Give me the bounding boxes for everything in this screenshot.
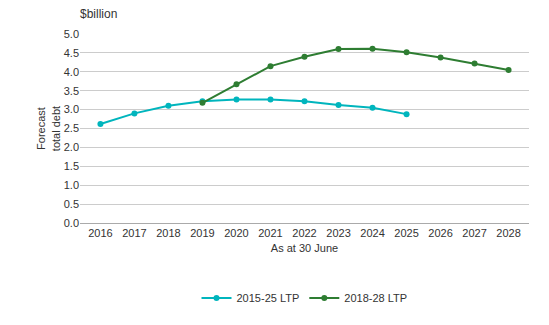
svg-text:2018: 2018 (156, 227, 180, 239)
svg-text:2.5: 2.5 (64, 122, 79, 134)
svg-text:2020: 2020 (224, 227, 248, 239)
svg-text:4.0: 4.0 (64, 66, 79, 78)
svg-text:3.5: 3.5 (64, 85, 79, 97)
svg-text:As at 30 June: As at 30 June (271, 242, 338, 254)
svg-text:2022: 2022 (292, 227, 316, 239)
svg-text:1.5: 1.5 (64, 160, 79, 172)
svg-text:0.5: 0.5 (64, 198, 79, 210)
svg-text:2026: 2026 (428, 227, 452, 239)
svg-text:1.0: 1.0 (64, 179, 79, 191)
svg-text:2028: 2028 (496, 227, 520, 239)
svg-text:2023: 2023 (326, 227, 350, 239)
svg-text:2024: 2024 (360, 227, 384, 239)
svg-text:2017: 2017 (122, 227, 146, 239)
svg-text:2.0: 2.0 (64, 141, 79, 153)
svg-text:4.5: 4.5 (64, 47, 79, 59)
svg-text:2019: 2019 (190, 227, 214, 239)
svg-text:Forecasttotal debt: Forecasttotal debt (35, 106, 61, 151)
svg-text:2016: 2016 (88, 227, 112, 239)
svg-text:5.0: 5.0 (64, 28, 79, 40)
svg-text:2021: 2021 (258, 227, 282, 239)
svg-text:$billion: $billion (80, 7, 117, 21)
svg-text:2015-25 LTP: 2015-25 LTP (237, 292, 300, 304)
svg-text:3.0: 3.0 (64, 103, 79, 115)
svg-text:2027: 2027 (462, 227, 486, 239)
svg-text:2025: 2025 (394, 227, 418, 239)
svg-text:0.0: 0.0 (64, 217, 79, 229)
svg-text:2018-28 LTP: 2018-28 LTP (344, 292, 407, 304)
